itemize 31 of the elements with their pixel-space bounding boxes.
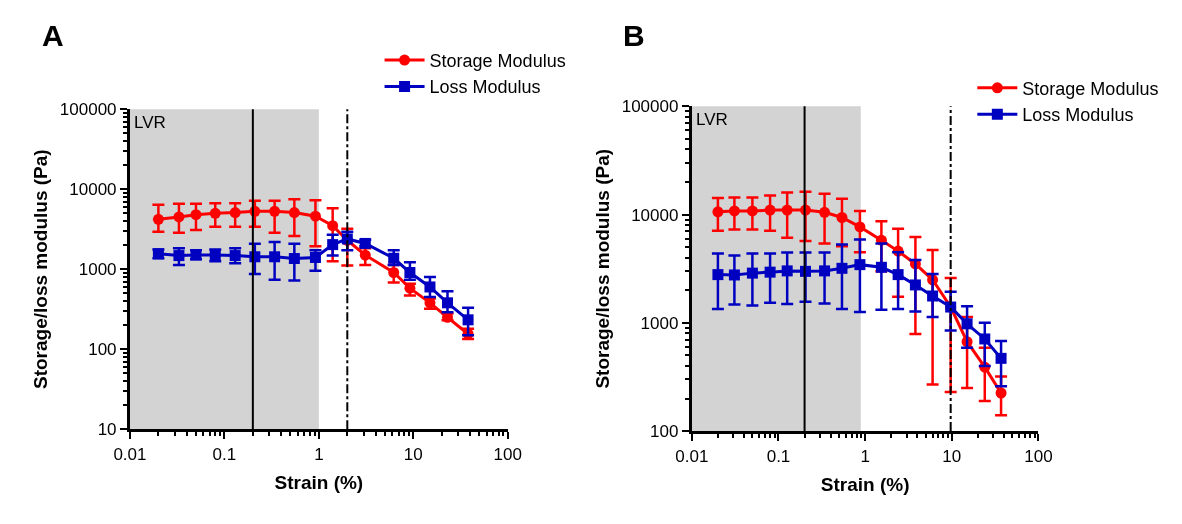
x-tick-label: 0.1 [212,444,237,464]
x-tick-label: 1 [860,446,870,466]
legend-label: Storage Modulus [429,51,566,72]
y-tick-label: 100 [88,340,117,360]
y-tick-label: 100 [650,422,679,442]
band-label: LVR [134,113,166,132]
x-tick-label: 0.1 [766,446,791,466]
y-tick-label: 10000 [69,180,117,200]
y-tick-label: 100000 [59,100,117,120]
y-axis-title: Storage/loss modulus (Pa) [29,149,51,390]
x-tick-label: 1 [314,444,324,464]
legend-label: Loss Modulus [1022,105,1134,126]
chart-title: B [623,19,645,52]
x-tick-label: 0.01 [675,446,709,466]
y-tick-label: 10000 [631,205,679,225]
x-tick-label: 10 [403,444,423,464]
x-tick-label: 10 [942,446,962,466]
band-label: LVR [696,110,728,129]
x-axis-title: Strain (%) [820,474,910,496]
x-tick-label: 0.01 [113,444,147,464]
legend-label: Loss Modulus [429,77,541,98]
y-tick-label: 10 [97,420,117,440]
y-tick-label: 100000 [621,97,679,117]
chart-title: A [42,19,64,52]
x-tick-label: 100 [493,444,522,464]
y-axis-title: Storage/loss modulus (Pa) [591,148,613,389]
x-tick-label: 100 [1024,446,1053,466]
x-axis-title: Strain (%) [274,472,364,494]
y-tick-label: 1000 [78,260,117,280]
legend-label: Storage Modulus [1022,78,1159,99]
y-tick-label: 1000 [640,313,679,333]
